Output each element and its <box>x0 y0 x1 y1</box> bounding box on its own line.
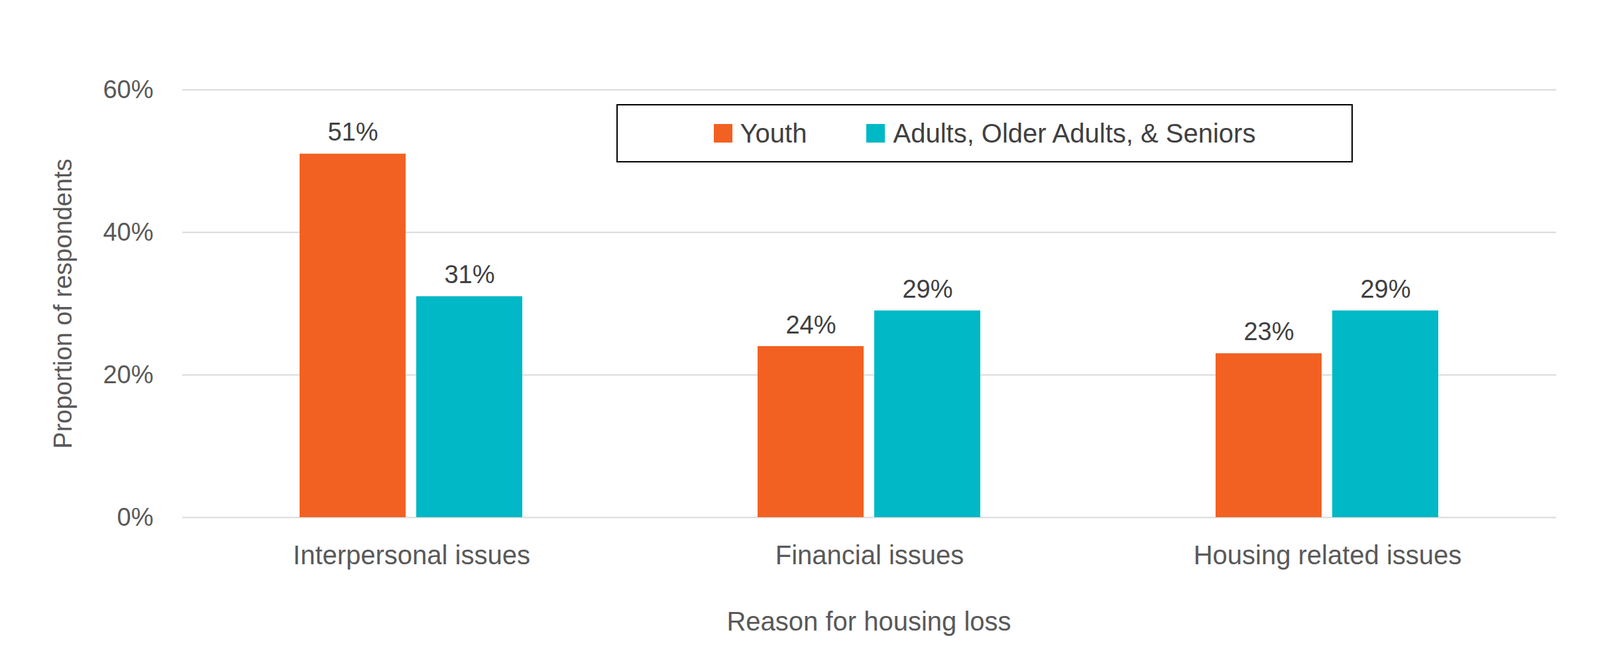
svg-text:Interpersonal issues: Interpersonal issues <box>292 540 531 570</box>
svg-text:31%: 31% <box>444 260 495 289</box>
svg-text:Housing related issues: Housing related issues <box>1193 540 1463 570</box>
svg-text:23%: 23% <box>1243 317 1294 346</box>
svg-text:0%: 0% <box>117 503 154 531</box>
svg-text:Proportion of respondents: Proportion of respondents <box>49 158 77 449</box>
svg-text:24%: 24% <box>785 310 836 339</box>
svg-text:51%: 51% <box>327 117 378 146</box>
html-text:Reason for housing loss: Reason for housing loss <box>726 606 1012 636</box>
svg-text:60%: 60% <box>102 75 154 104</box>
svg-text:29%: 29% <box>902 275 953 303</box>
svg-text:29%: 29% <box>1360 275 1411 303</box>
svg-text:20%: 20% <box>102 360 154 389</box>
html-text:Adults, Older Adults, & Senior: Adults, Older Adults, & Seniors <box>893 118 1256 148</box>
svg-text:40%: 40% <box>102 218 154 246</box>
svg-text:Financial issues: Financial issues <box>775 540 965 570</box>
html-text:Youth: Youth <box>740 118 807 148</box>
